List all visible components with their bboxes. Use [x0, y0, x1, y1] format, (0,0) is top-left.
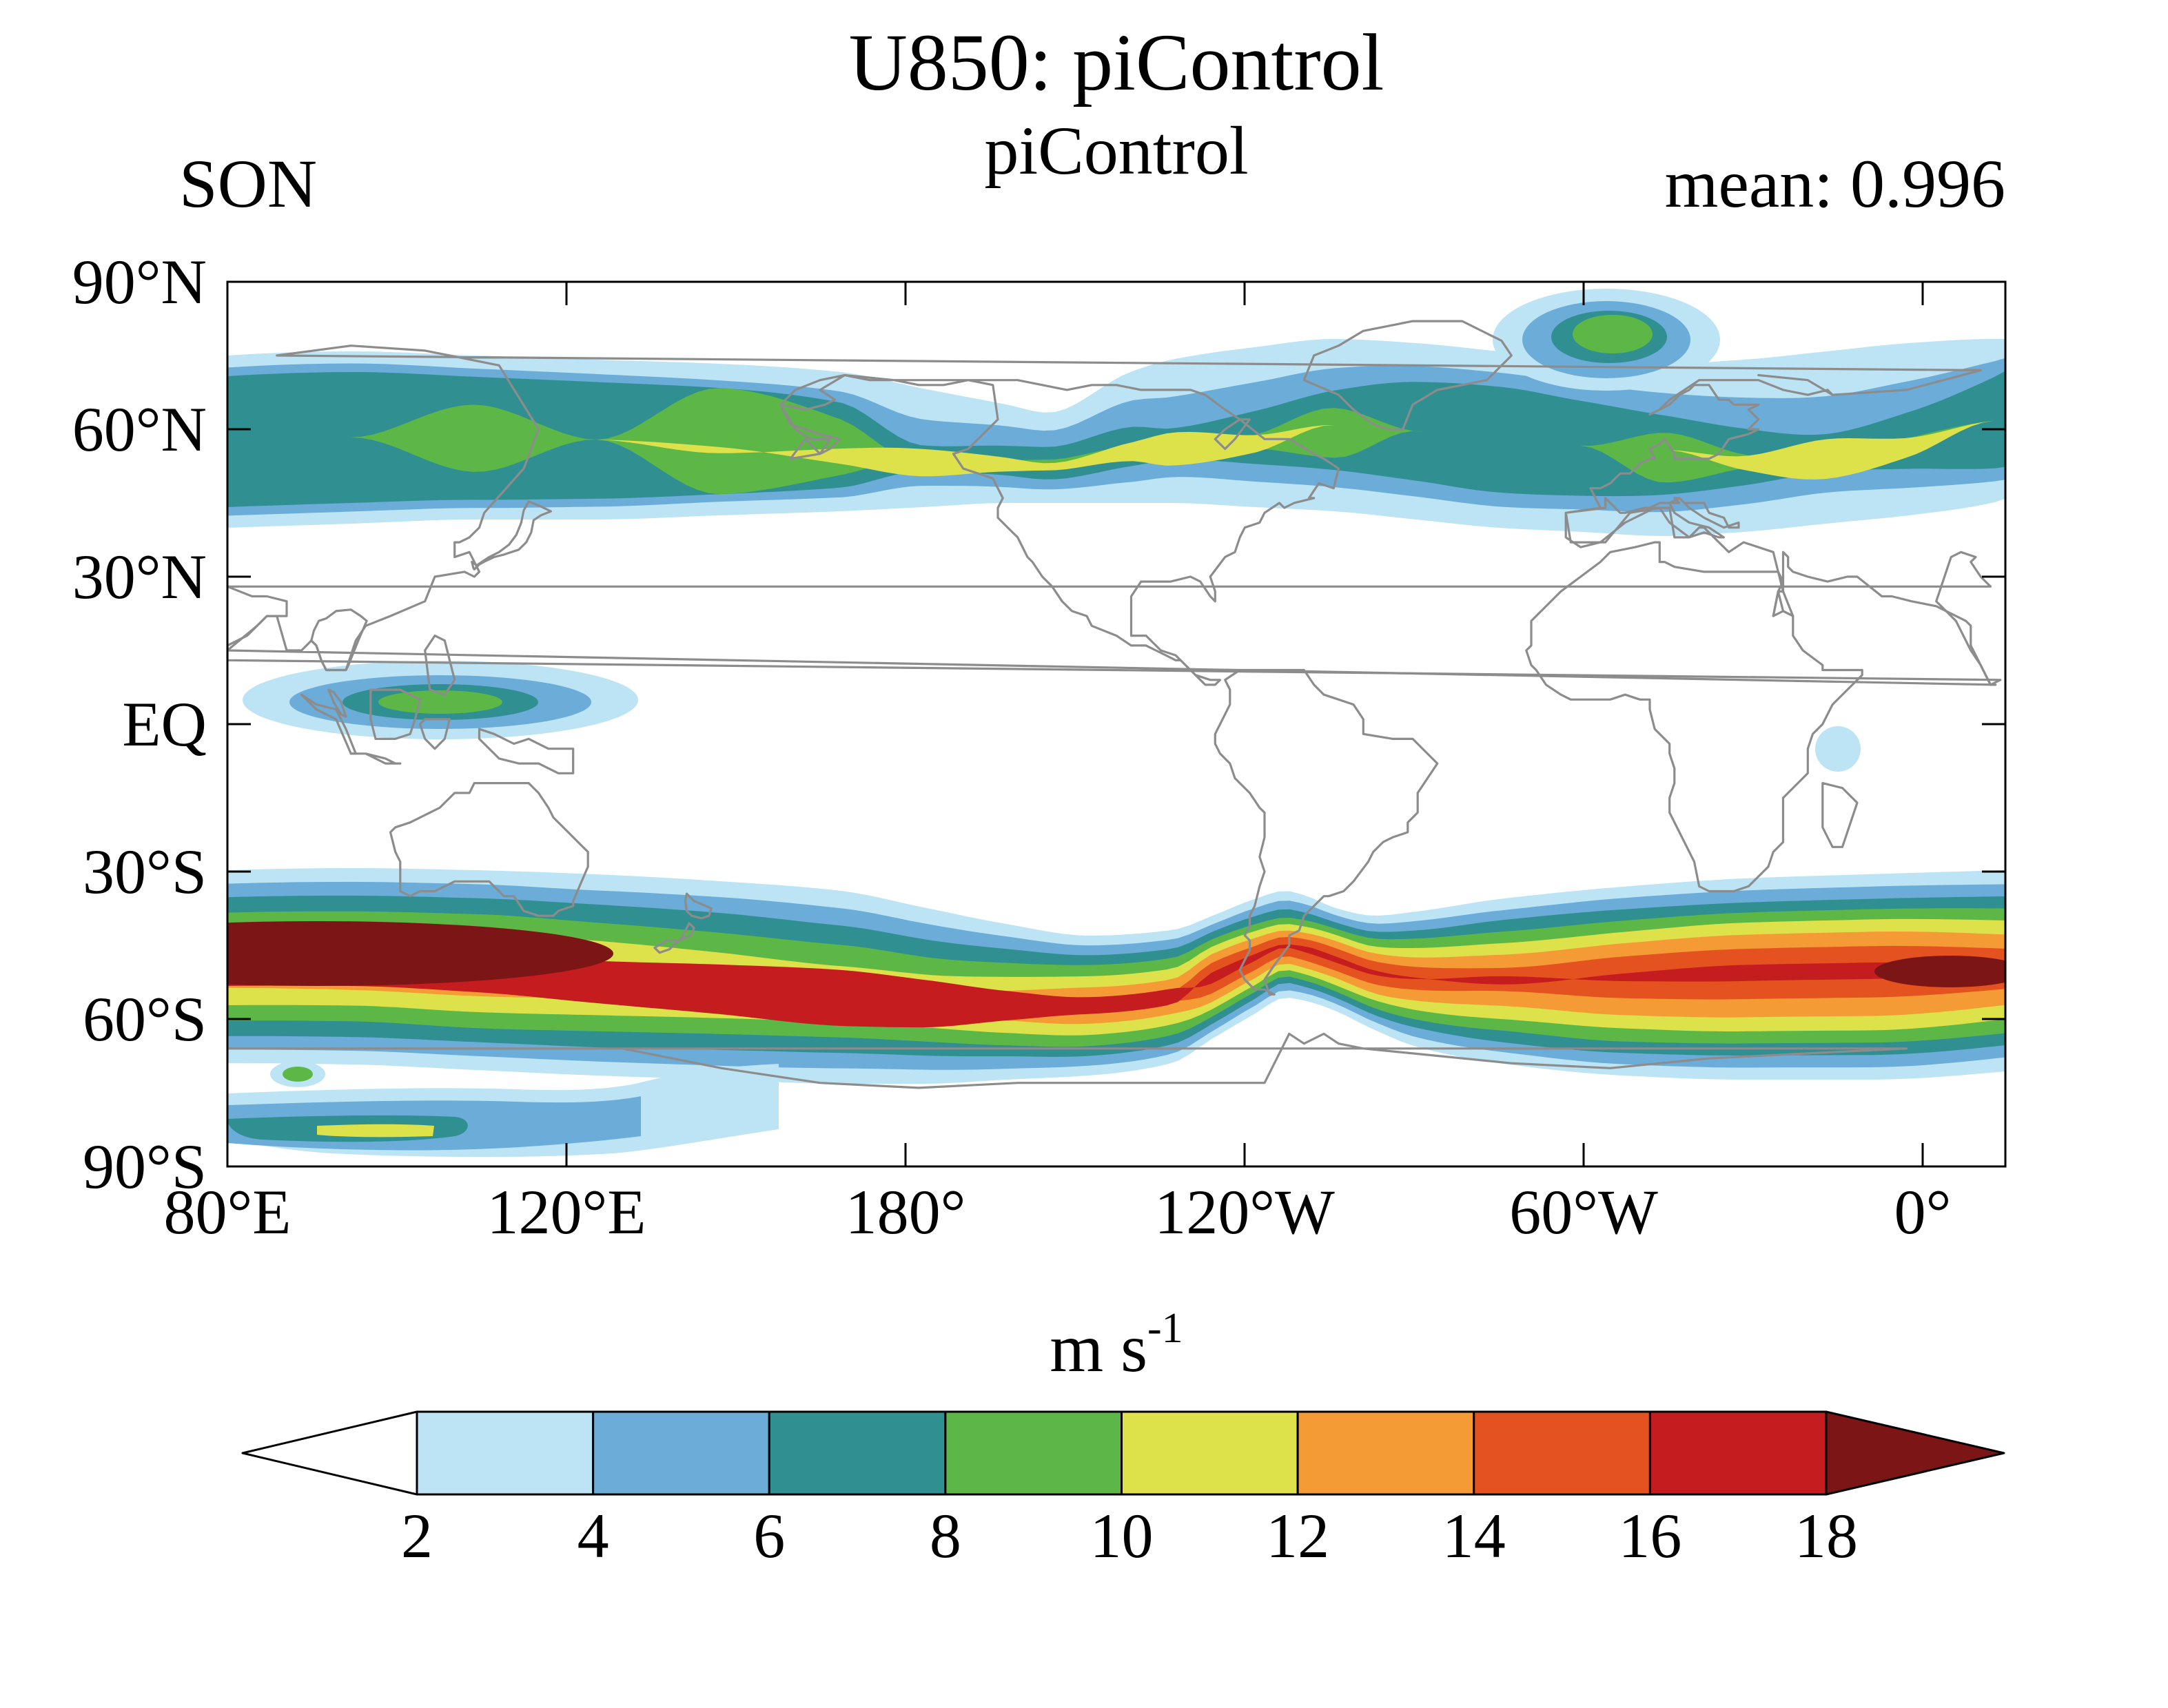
- svg-text:U850: piControl: U850: piControl: [849, 17, 1384, 107]
- svg-text:120°W: 120°W: [1154, 1177, 1335, 1247]
- svg-text:8: 8: [930, 1501, 961, 1571]
- svg-text:EQ: EQ: [122, 689, 207, 759]
- svg-text:16: 16: [1618, 1501, 1681, 1571]
- svg-text:60°N: 60°N: [72, 394, 207, 464]
- svg-text:30°S: 30°S: [83, 836, 207, 907]
- svg-text:90°N: 90°N: [72, 247, 207, 317]
- svg-text:60°S: 60°S: [83, 984, 207, 1054]
- svg-text:90°S: 90°S: [83, 1131, 207, 1202]
- svg-text:2: 2: [401, 1501, 433, 1571]
- svg-text:mean: 0.996: mean: 0.996: [1665, 145, 2005, 222]
- svg-text:18: 18: [1794, 1501, 1858, 1571]
- svg-text:SON: SON: [179, 145, 317, 222]
- svg-text:14: 14: [1442, 1501, 1506, 1571]
- svg-text:180°: 180°: [846, 1177, 966, 1247]
- svg-text:60°W: 60°W: [1509, 1177, 1658, 1247]
- svg-text:10: 10: [1090, 1501, 1154, 1571]
- svg-text:4: 4: [577, 1501, 609, 1571]
- svg-text:piControl: piControl: [984, 112, 1248, 189]
- svg-text:6: 6: [753, 1501, 785, 1571]
- svg-text:0°: 0°: [1894, 1177, 1952, 1247]
- svg-text:120°E: 120°E: [487, 1177, 646, 1247]
- svg-text:30°N: 30°N: [72, 542, 207, 612]
- svg-text:12: 12: [1266, 1501, 1329, 1571]
